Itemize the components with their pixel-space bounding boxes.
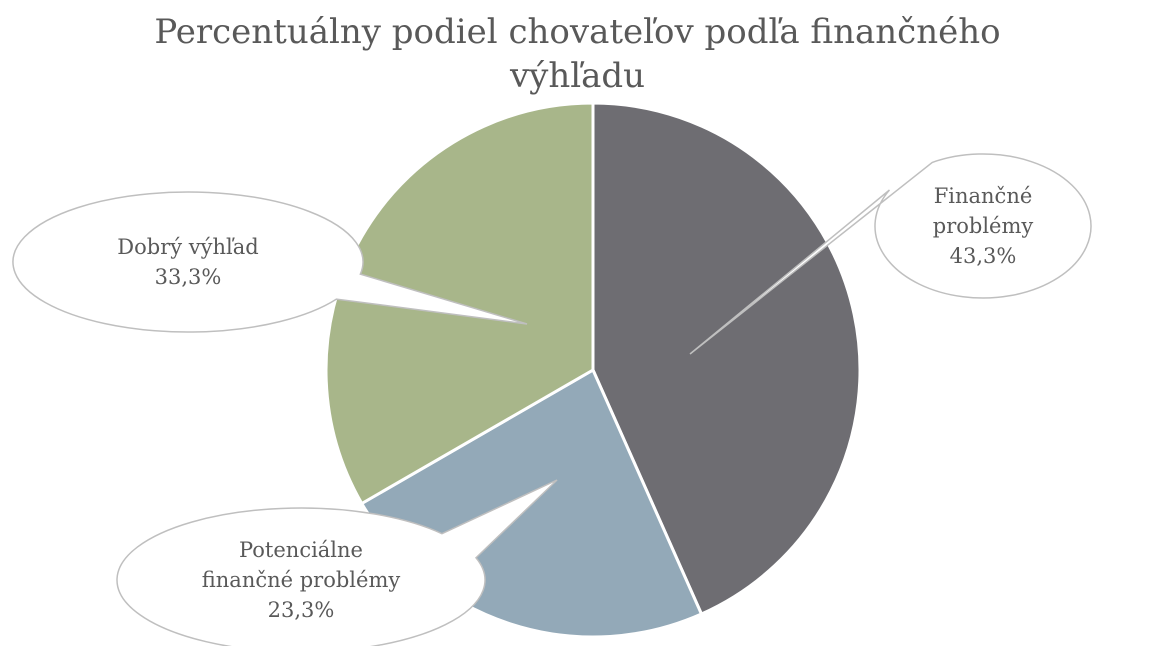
data-label-2-line-0: Dobrý výhľad xyxy=(117,235,258,259)
callout-bubble-2 xyxy=(12,191,528,333)
pie-slice-0 xyxy=(591,101,862,616)
chart-title-line-2: výhľadu xyxy=(509,56,646,96)
chart-title-line-1: Percentuálny podiel chovateľov podľa fin… xyxy=(154,12,1001,52)
data-label-1-line-2: 23,3% xyxy=(268,598,335,622)
callout-0: Finančné problémy 43,3% xyxy=(689,153,1092,355)
data-label-0-line-0: Finančné xyxy=(934,184,1033,208)
callouts: Finančné problémy 43,3% Potenciálne finančné… xyxy=(12,153,1092,646)
data-label-1-line-0: Potenciálne xyxy=(239,538,363,562)
callout-bubble-1 xyxy=(116,479,558,646)
data-label-0-line-2: 43,3% xyxy=(950,244,1017,268)
chart-title: Percentuálny podiel chovateľov podľa fin… xyxy=(0,10,1155,98)
data-label-2-line-1: 33,3% xyxy=(155,265,222,289)
callout-2: Dobrý výhľad 33,3% xyxy=(12,191,528,333)
data-label-0-line-1: problémy xyxy=(933,214,1034,238)
callout-1: Potenciálne finančné problémy 23,3% xyxy=(116,479,558,646)
callout-bubble-0 xyxy=(689,153,1092,355)
data-label-1-line-1: finančné problémy xyxy=(202,568,401,592)
